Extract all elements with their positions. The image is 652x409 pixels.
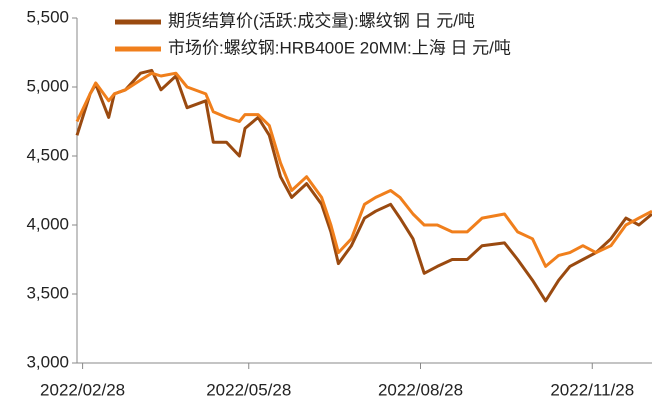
legend-label: 市场价:螺纹钢:HRB400E 20MM:上海 日 元/吨 [168, 38, 511, 57]
y-tick-label: 4,000 [26, 214, 69, 233]
y-tick-label: 3,500 [26, 283, 69, 302]
y-tick-label: 4,500 [26, 145, 69, 164]
y-tick-label: 3,000 [26, 352, 69, 371]
legend-label: 期货结算价(活跃:成交量):螺纹钢 日 元/吨 [168, 11, 475, 30]
x-tick-label: 2022/11/28 [550, 380, 634, 399]
x-tick-label: 2022/05/28 [206, 380, 291, 399]
y-tick-label: 5,000 [26, 76, 69, 95]
y-tick-label: 5,500 [26, 7, 69, 26]
x-tick-label: 2022/02/28 [40, 380, 125, 399]
x-tick-label: 2022/08/28 [378, 380, 463, 399]
series-line [75, 71, 652, 268]
series-line [75, 68, 652, 303]
